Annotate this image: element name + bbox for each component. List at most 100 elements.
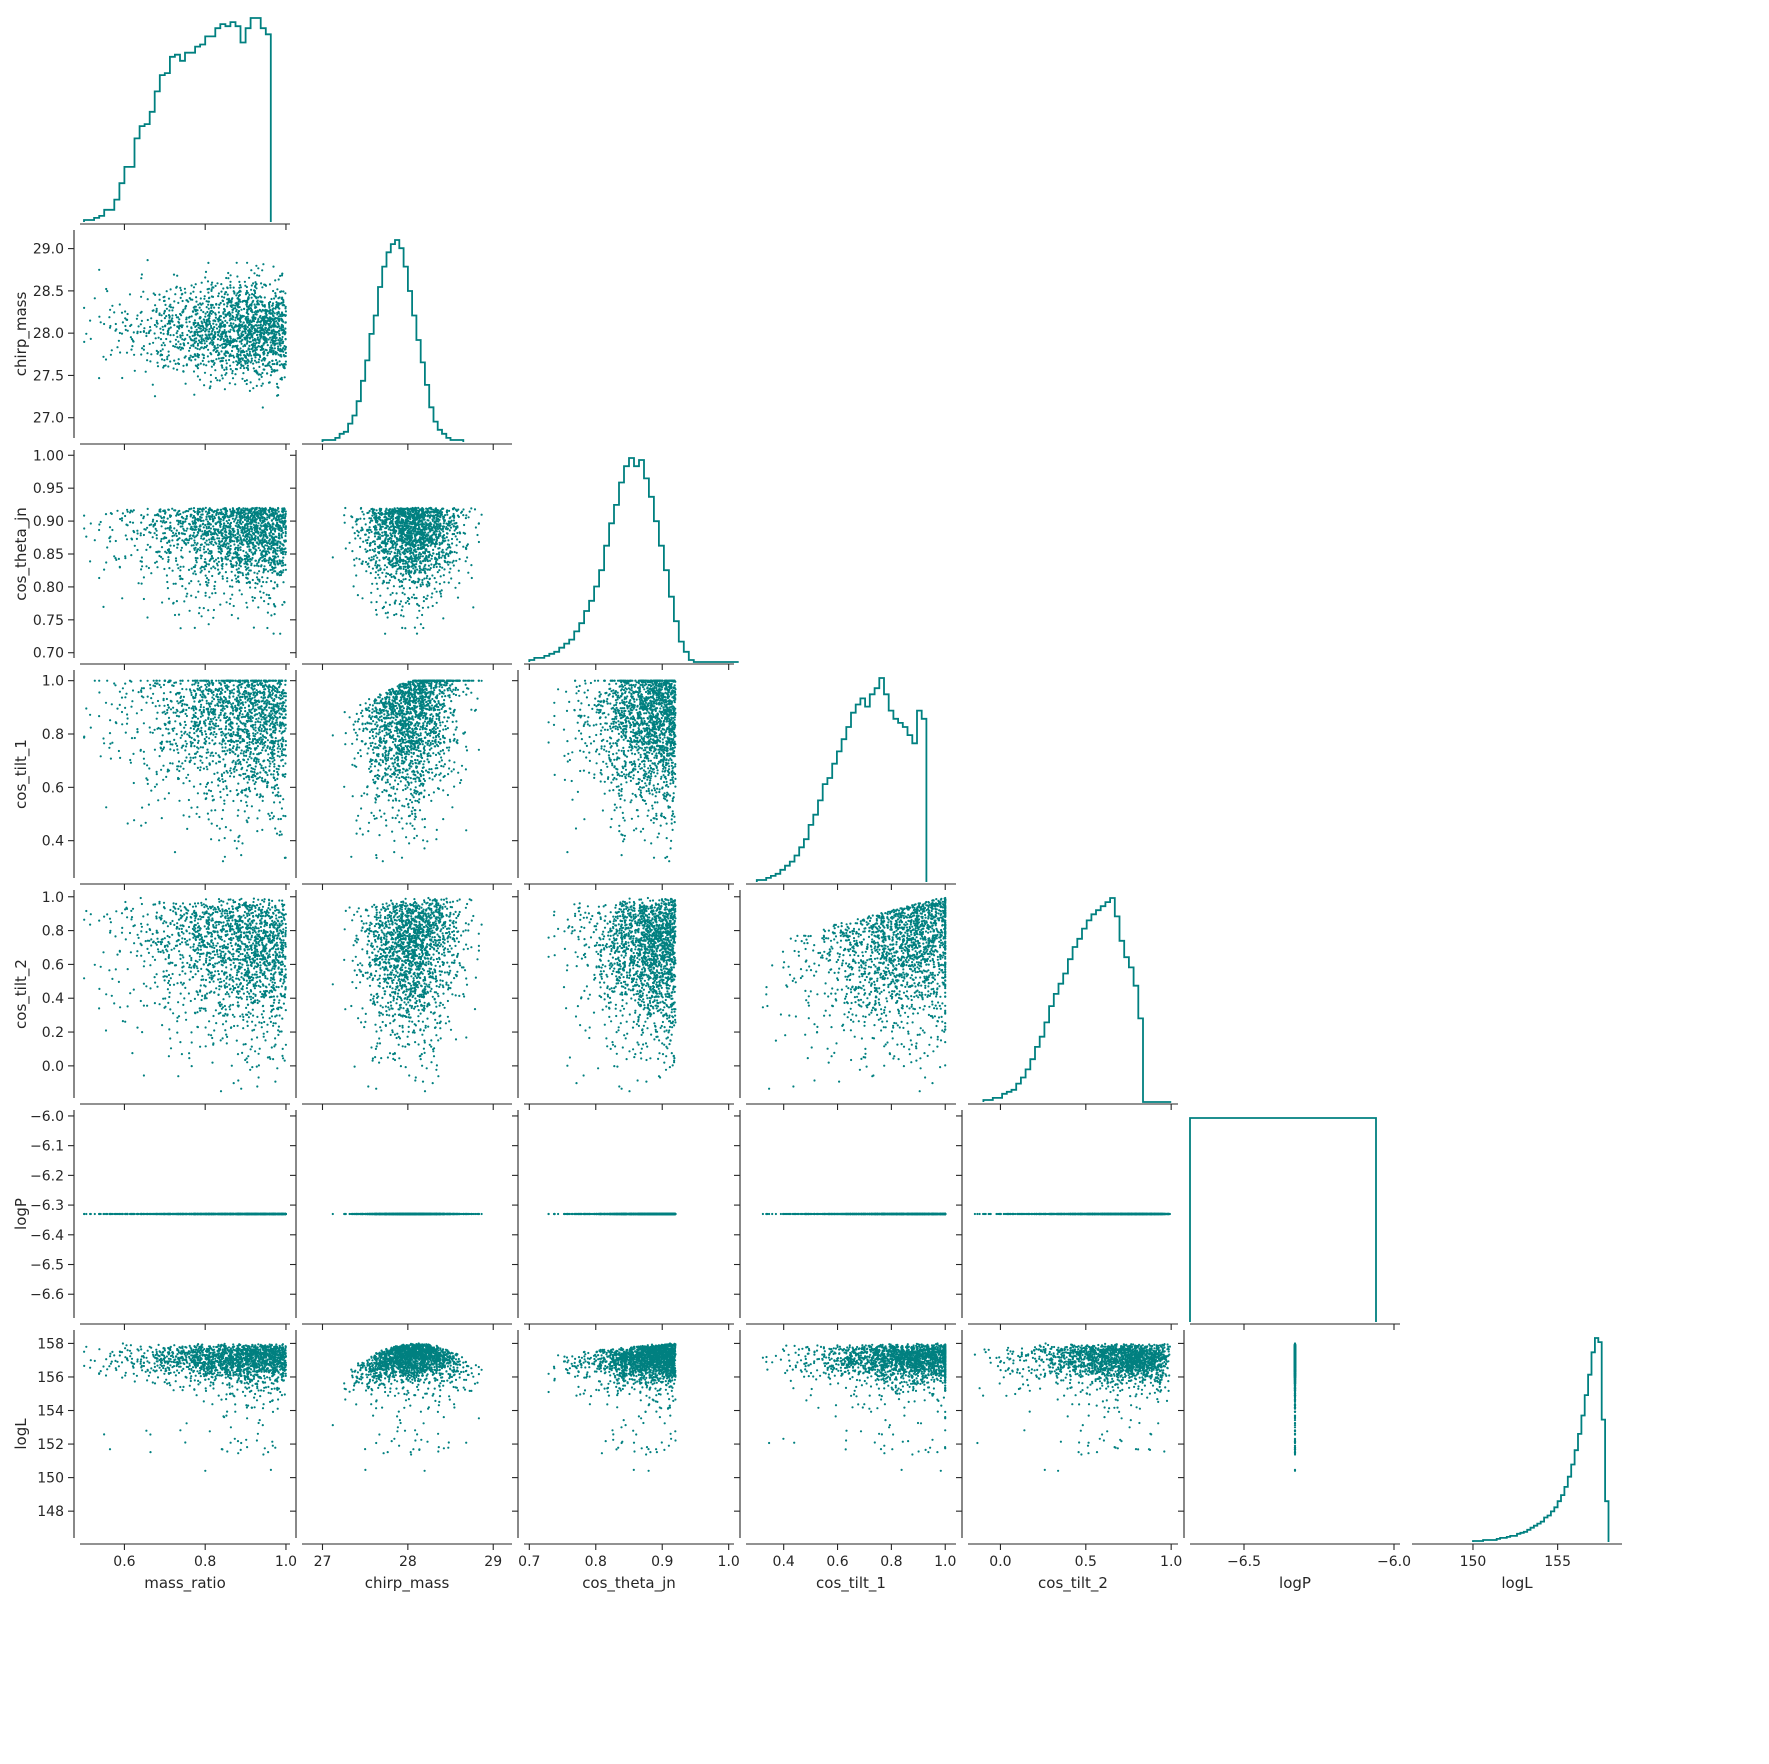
scatter-point [247, 313, 249, 315]
scatter-point [189, 321, 191, 323]
scatter-point [209, 342, 211, 344]
scatter-point [207, 280, 209, 282]
scatter-point [264, 365, 266, 367]
scatter-point [193, 286, 195, 288]
scatter-point [140, 277, 142, 279]
scatter-point [237, 530, 239, 532]
scatter-point [279, 291, 281, 293]
scatter-point [145, 565, 147, 567]
scatter-point [136, 530, 138, 532]
scatter-point [261, 576, 263, 578]
scatter-point [261, 332, 263, 334]
scatter-point [267, 352, 269, 354]
scatter-point [213, 346, 215, 348]
scatter-point [204, 342, 206, 344]
scatter-point [279, 343, 281, 345]
scatter-point [165, 338, 167, 340]
scatter-point [176, 326, 178, 328]
scatter-point [229, 281, 231, 283]
scatter-point [264, 544, 266, 546]
scatter-point [217, 295, 219, 297]
scatter-point [226, 553, 228, 555]
scatter-point [217, 557, 219, 559]
scatter-point [175, 557, 177, 559]
scatter-point [233, 330, 235, 332]
scatter-point [245, 332, 247, 334]
scatter-point [171, 508, 173, 510]
scatter-point [195, 552, 197, 554]
scatter-point [224, 342, 226, 344]
scatter-point [121, 377, 123, 379]
scatter-point [221, 335, 223, 337]
scatter-point [264, 315, 266, 317]
scatter-point [161, 314, 163, 316]
scatter-point [194, 549, 196, 551]
scatter-point [217, 534, 219, 536]
scatter-point [231, 300, 233, 302]
scatter-point [212, 304, 214, 306]
scatter-point [220, 324, 222, 326]
scatter-point [252, 387, 254, 389]
scatter-point [237, 334, 239, 336]
scatter-point [163, 296, 165, 298]
scatter-point [94, 297, 96, 299]
scatter-point [255, 361, 257, 363]
scatter-point [230, 522, 232, 524]
scatter-point [229, 365, 231, 367]
scatter-point [255, 283, 257, 285]
scatter-point [193, 340, 195, 342]
scatter-point [176, 336, 178, 338]
scatter-point [181, 585, 183, 587]
scatter-point [239, 306, 241, 308]
scatter-point [138, 582, 140, 584]
scatter-point [156, 308, 158, 310]
scatter-point [213, 338, 215, 340]
scatter-point [279, 337, 281, 339]
scatter-point [148, 332, 150, 334]
scatter-point [204, 316, 206, 318]
scatter-point [180, 297, 182, 299]
scatter-point [239, 534, 241, 536]
scatter-point [210, 307, 212, 309]
scatter-point [211, 366, 213, 368]
scatter-point [261, 269, 263, 271]
scatter-point [247, 319, 249, 321]
scatter-point [190, 595, 192, 597]
scatter-point [244, 281, 246, 283]
scatter-point [223, 340, 225, 342]
scatter-point [276, 313, 278, 315]
scatter-point [124, 325, 126, 327]
scatter-point [226, 362, 228, 364]
scatter-point [129, 511, 131, 513]
scatter-point [173, 274, 175, 276]
scatter-point [256, 274, 258, 276]
scatter-point [241, 326, 243, 328]
scatter-point [260, 296, 262, 298]
scatter-point [175, 339, 177, 341]
scatter-point [210, 290, 212, 292]
scatter-point [168, 314, 170, 316]
scatter-point [146, 527, 148, 529]
scatter-point [263, 600, 265, 602]
scatter-point [284, 322, 286, 324]
scatter-point [236, 355, 238, 357]
scatter-point [254, 597, 256, 599]
scatter-point [188, 317, 190, 319]
scatter-point [154, 324, 156, 326]
scatter-point [152, 520, 154, 522]
scatter-point [244, 363, 246, 365]
scatter-point [265, 312, 267, 314]
scatter-point [266, 338, 268, 340]
scatter-point [210, 567, 212, 569]
scatter-point [247, 365, 249, 367]
scatter-point [251, 358, 253, 360]
scatter-point [124, 317, 126, 319]
scatter-point [272, 290, 274, 292]
scatter-point [141, 347, 143, 349]
scatter-point [204, 330, 206, 332]
scatter-point [279, 360, 281, 362]
scatter-point [244, 380, 246, 382]
scatter-point [204, 558, 206, 560]
scatter-point [169, 529, 171, 531]
scatter-point [274, 292, 276, 294]
